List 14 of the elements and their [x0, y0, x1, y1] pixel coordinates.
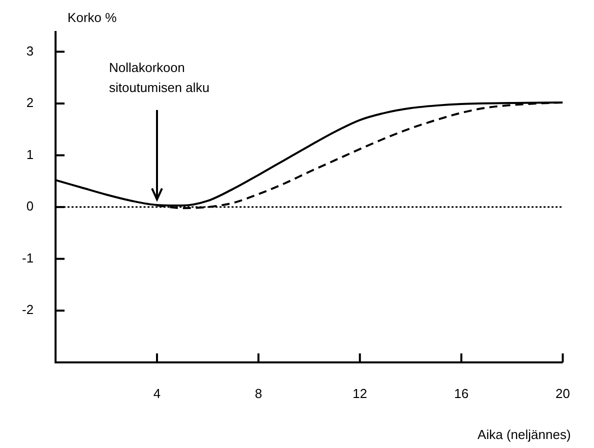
y-tick-label: 2 [26, 95, 34, 110]
x-tick-label: 8 [254, 386, 262, 401]
x-tick-label: 12 [352, 386, 368, 401]
x-tick-label: 16 [454, 386, 469, 401]
y-tick-label: 0 [26, 198, 34, 214]
y-tick-label: 3 [26, 43, 34, 58]
y-tick-label: 1 [26, 146, 34, 162]
y-axis-title: Korko % [68, 10, 118, 26]
x-tick-label: 20 [556, 386, 570, 401]
y-tick-label: -2 [22, 302, 34, 318]
y-tick-label: -1 [22, 250, 34, 266]
x-tick-label: 4 [153, 386, 161, 401]
annotation: Nollakorkoon sitoutumisen alku [109, 60, 210, 96]
x-axis-title: Aika (neljännes) [478, 427, 571, 442]
